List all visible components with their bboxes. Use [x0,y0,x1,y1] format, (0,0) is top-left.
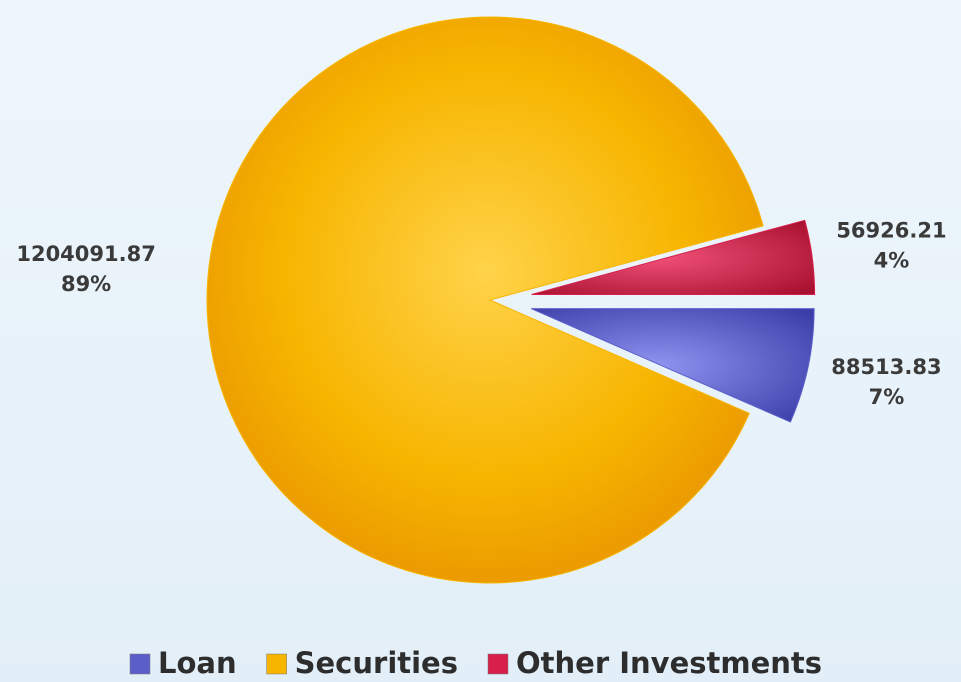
value-label: 56926.21 [836,218,946,242]
legend-swatch [129,653,151,675]
value-label: 88513.83 [831,355,941,379]
percent-label: 4% [874,248,910,272]
legend-swatch [266,653,287,675]
legend-swatch [487,653,509,675]
legend-label: Other Investments [516,646,822,680]
legend-label: Loan [158,646,237,680]
pie-slice [530,308,815,423]
value-label: 1204091.87 [16,242,155,266]
pie-slice [206,16,764,584]
pie-slice [531,219,816,295]
percent-label: 89% [61,272,111,296]
percent-label: 7% [869,385,905,409]
legend-label: Securities [295,646,458,680]
